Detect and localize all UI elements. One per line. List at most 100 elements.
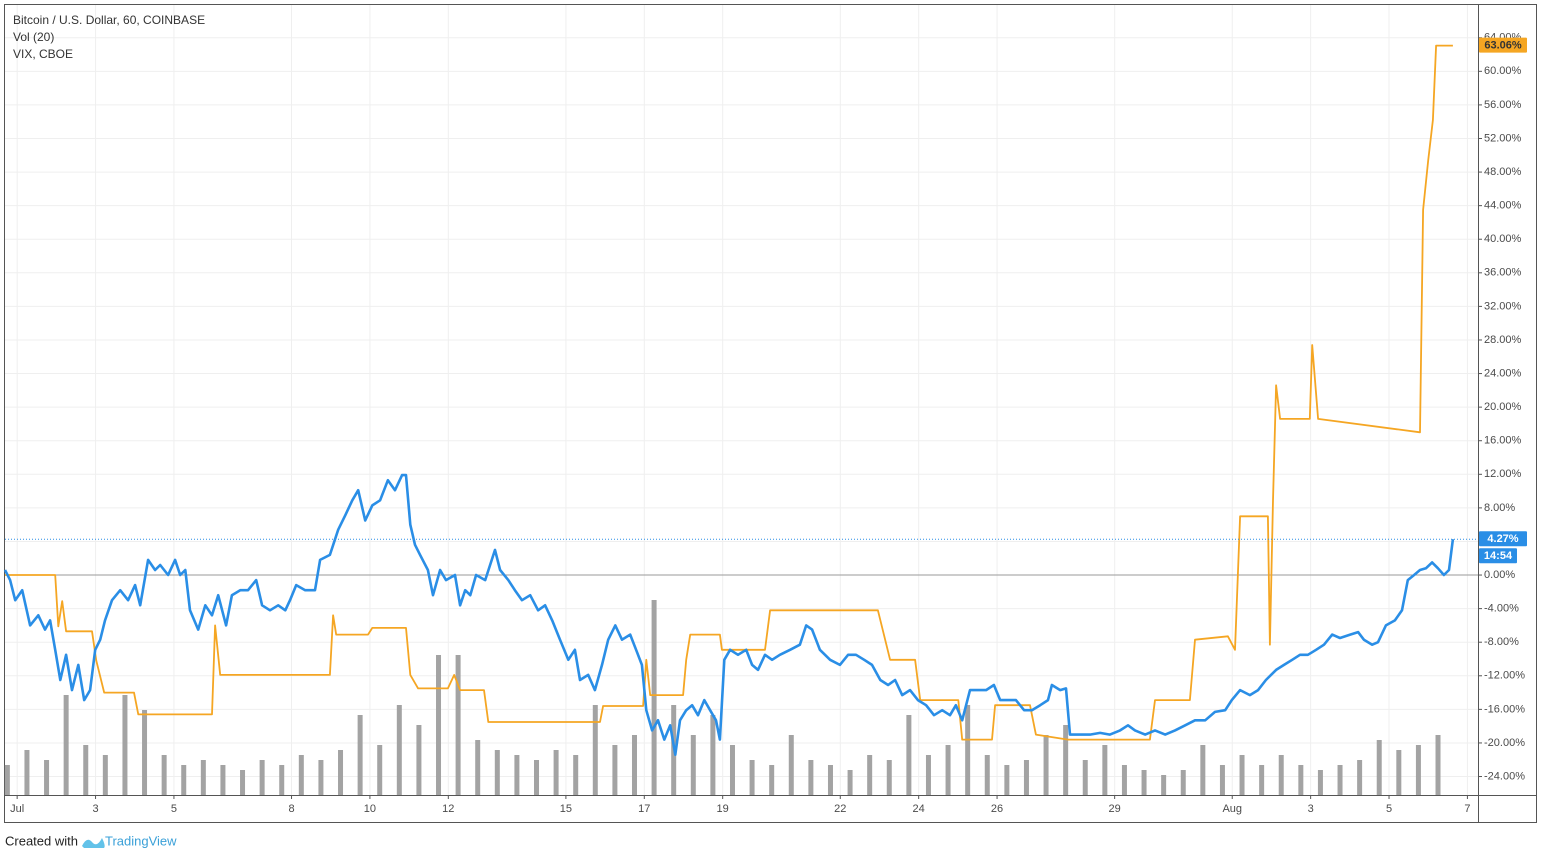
- volume-bar: [181, 765, 187, 795]
- volume-bar: [259, 760, 265, 795]
- x-tick-label: Jul: [10, 803, 24, 815]
- volume-bar: [1415, 745, 1421, 795]
- volume-bar: [1298, 765, 1304, 795]
- volume-bar: [1259, 765, 1265, 795]
- last-value-label: 63.06%: [1484, 40, 1522, 52]
- y-tick-label: -8.00%: [1484, 636, 1519, 648]
- volume-bar: [279, 765, 285, 795]
- volume-bar: [847, 770, 853, 795]
- series-line: [3, 473, 1455, 756]
- volume-bar: [1357, 760, 1363, 795]
- y-tick-label: 20.00%: [1484, 401, 1522, 413]
- chart-frame: [4, 4, 1537, 823]
- y-tick-label: 52.00%: [1484, 132, 1522, 144]
- x-tick-label: 15: [560, 803, 572, 815]
- volume-bar: [729, 745, 735, 795]
- volume-bar: [122, 695, 128, 795]
- volume-bar: [83, 745, 89, 795]
- volume-bar: [24, 750, 30, 795]
- countdown-box: [1479, 548, 1517, 564]
- last-value-box: [1479, 531, 1527, 547]
- y-tick-label: 32.00%: [1484, 300, 1522, 312]
- volume-bar: [240, 770, 246, 795]
- volume-bar: [690, 735, 696, 795]
- x-tick-label: 5: [1386, 803, 1392, 815]
- volume-bar: [788, 735, 794, 795]
- volume-bar: [377, 745, 383, 795]
- volume-bar: [4, 765, 10, 795]
- y-tick-label: 60.00%: [1484, 65, 1522, 77]
- volume-bar: [318, 760, 324, 795]
- volume-bar: [827, 765, 833, 795]
- volume-bar: [1141, 770, 1147, 795]
- footer-brand: TradingView: [105, 833, 177, 848]
- volume-bar: [298, 755, 304, 795]
- volume-bar: [475, 740, 481, 795]
- y-tick-label: 36.00%: [1484, 267, 1522, 279]
- volume-bar: [631, 735, 637, 795]
- footer-prefix: Created with: [5, 833, 78, 848]
- volume-bar: [1063, 725, 1069, 795]
- volume-bar: [573, 755, 579, 795]
- brand-logo: [82, 838, 105, 848]
- volume-bar: [1278, 755, 1284, 795]
- volume-bar: [200, 760, 206, 795]
- volume-bar: [651, 600, 657, 795]
- x-tick-label: 17: [638, 803, 650, 815]
- x-tick-label: 22: [834, 803, 846, 815]
- legend-entry: Vol (20): [13, 30, 54, 44]
- x-tick-label: 7: [1464, 803, 1470, 815]
- volume-bar: [1121, 765, 1127, 795]
- volume-bar: [749, 760, 755, 795]
- volume-bar: [925, 755, 931, 795]
- volume-bar: [1219, 765, 1225, 795]
- volume-bar: [1102, 745, 1108, 795]
- y-tick-label: 8.00%: [1484, 502, 1515, 514]
- y-tick-label: 12.00%: [1484, 468, 1522, 480]
- y-tick-label: -24.00%: [1484, 770, 1525, 782]
- volume-bar: [1200, 745, 1206, 795]
- y-tick-label: -4.00%: [1484, 603, 1519, 615]
- volume-bar: [338, 750, 344, 795]
- volume-bar: [1317, 770, 1323, 795]
- volume-bar: [886, 760, 892, 795]
- x-tick-label: 5: [171, 803, 177, 815]
- x-tick-label: 26: [991, 803, 1003, 815]
- volume-bar: [1023, 760, 1029, 795]
- x-tick-label: 8: [288, 803, 294, 815]
- volume-bar: [1435, 735, 1441, 795]
- legend-entry: Bitcoin / U.S. Dollar, 60, COINBASE: [13, 13, 205, 27]
- y-tick-label: 48.00%: [1484, 166, 1522, 178]
- y-tick-label: 56.00%: [1484, 99, 1522, 111]
- volume-bar: [436, 655, 442, 795]
- volume-bar: [161, 755, 167, 795]
- y-tick-label: 16.00%: [1484, 435, 1522, 447]
- volume-bar: [710, 715, 716, 795]
- series-line: [5, 44, 1453, 741]
- x-tick-label: Aug: [1222, 803, 1242, 815]
- volume-bar: [1043, 735, 1049, 795]
- last-value-box: [1479, 37, 1527, 53]
- x-tick-label: 12: [442, 803, 454, 815]
- x-tick-label: 24: [913, 803, 925, 815]
- volume-bar: [984, 755, 990, 795]
- y-tick-label: 0.00%: [1484, 569, 1515, 581]
- volume-bar: [906, 715, 912, 795]
- legend-entry: VIX, CBOE: [13, 47, 73, 61]
- volume-bar: [357, 715, 363, 795]
- y-tick-label: 24.00%: [1484, 367, 1522, 379]
- volume-bar: [63, 695, 69, 795]
- volume-bar: [965, 705, 971, 795]
- volume-bar: [769, 765, 775, 795]
- y-tick-label: 40.00%: [1484, 233, 1522, 245]
- volume-bar: [102, 755, 108, 795]
- volume-bar: [612, 745, 618, 795]
- x-tick-label: 10: [364, 803, 376, 815]
- x-tick-label: 3: [1308, 803, 1314, 815]
- volume-bar: [592, 705, 598, 795]
- volume-bar: [455, 655, 461, 795]
- volume-bar: [945, 745, 951, 795]
- x-tick-label: 19: [717, 803, 729, 815]
- x-tick-label: 3: [92, 803, 98, 815]
- volume-bar: [808, 760, 814, 795]
